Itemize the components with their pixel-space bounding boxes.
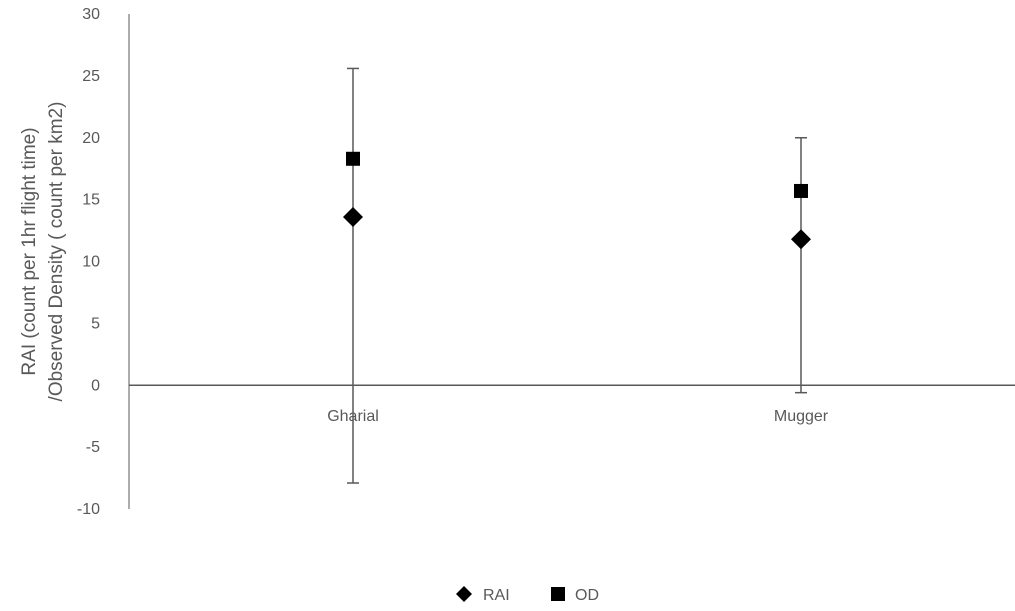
rai-point: [343, 206, 363, 227]
rai-point: [791, 229, 811, 250]
y-tick-label: 10: [82, 254, 100, 271]
legend-square-icon: [551, 587, 565, 601]
y-tick-label: -10: [77, 501, 100, 518]
y-tick-label: 30: [82, 6, 100, 23]
x-axis: Gharial Mugger: [129, 384, 1015, 425]
y-tick-label: 20: [82, 130, 100, 147]
legend-label-rai: RAI: [483, 587, 510, 604]
legend: RAI OD: [456, 586, 599, 604]
data-markers: [343, 151, 811, 250]
x-tick-label: Mugger: [774, 408, 829, 425]
y-tick-label: 0: [91, 377, 100, 394]
y-tick-label: 5: [91, 315, 100, 332]
error-bars: [347, 67, 807, 484]
od-point: [794, 183, 808, 198]
y-axis-label-line: RAI (count per 1hr flight time): [19, 127, 40, 375]
y-tick-label: 15: [82, 192, 100, 209]
y-tick-label: -5: [86, 439, 100, 456]
y-axis-label-line: /Observed Density ( count per km2): [46, 102, 67, 402]
legend-label-od: OD: [575, 587, 599, 604]
y-axis-label: RAI (count per 1hr flight time) /Observed…: [19, 102, 67, 402]
y-axis: 30 25 20 15 10 5 0 -5 -10: [77, 6, 130, 518]
od-point: [346, 151, 360, 166]
y-tick-label: 25: [82, 68, 100, 85]
legend-diamond-icon: [456, 586, 472, 602]
